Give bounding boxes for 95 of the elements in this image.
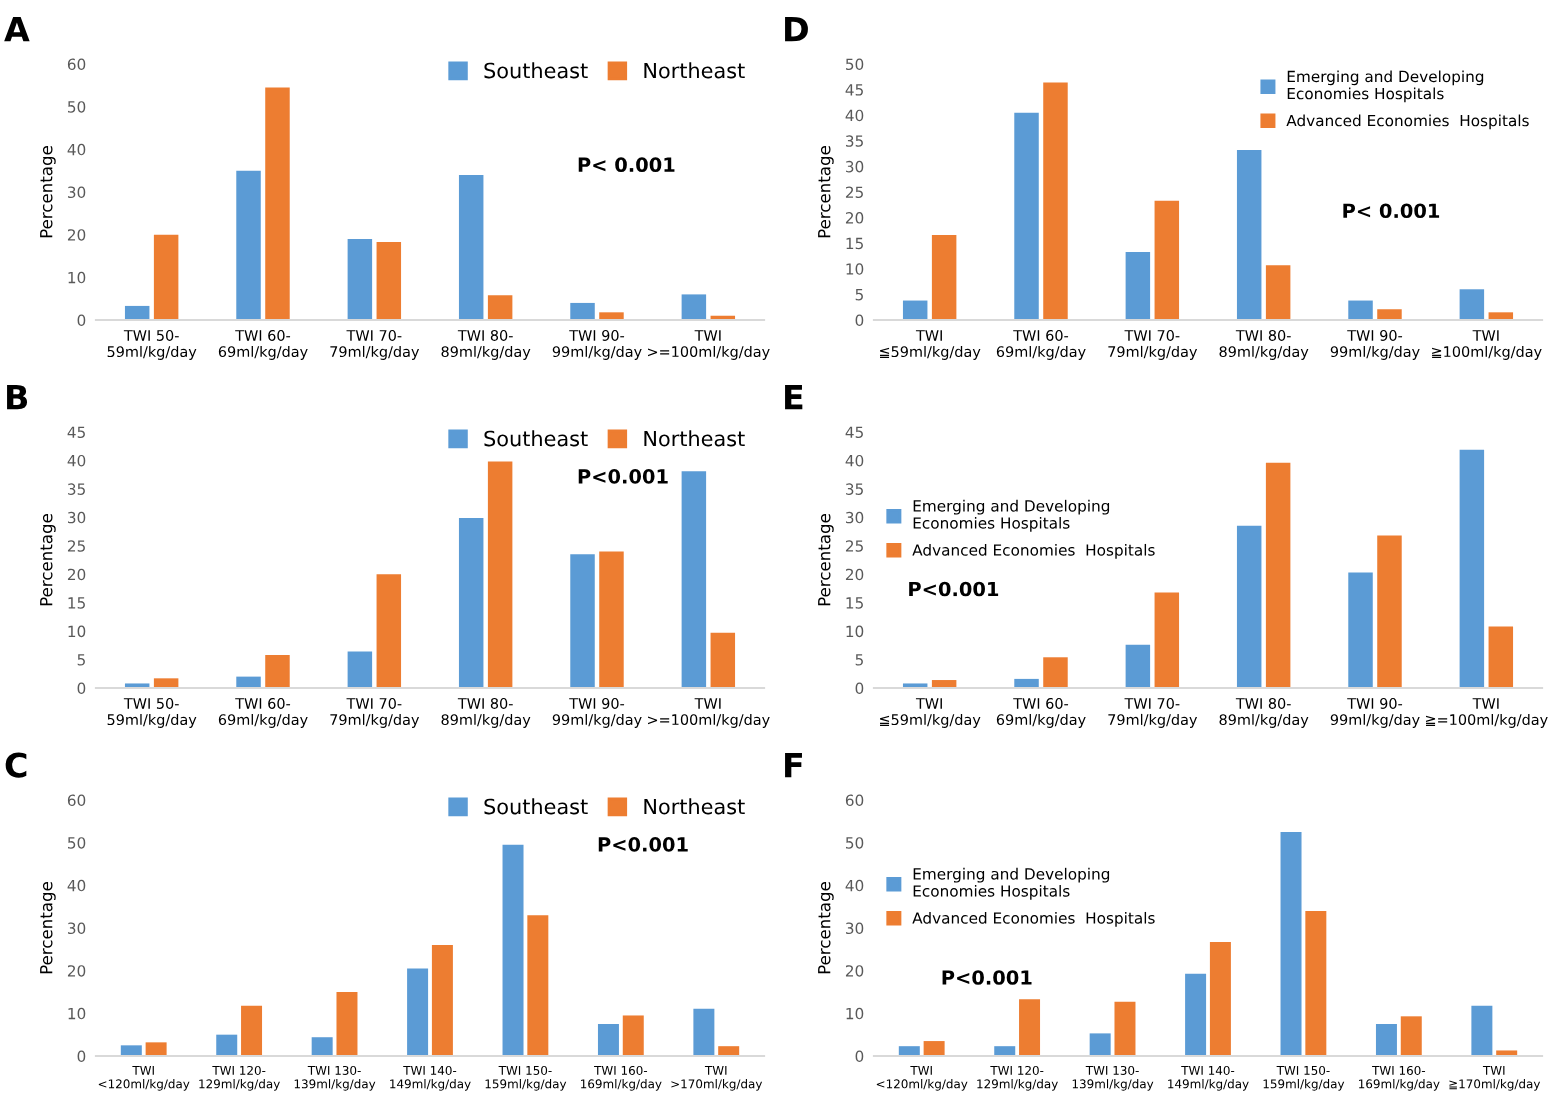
bar [681,471,707,688]
legend-label: Southeast [484,62,588,79]
y-axis-title: Percentage [818,146,834,238]
bar [1377,535,1402,688]
bar [1236,150,1262,320]
bar [1154,200,1180,320]
bar [1014,678,1039,688]
bar [236,170,261,320]
legend-label: Northeast [644,430,745,447]
bar [1280,832,1302,1056]
y-axis-title: Percentage [40,514,56,606]
bar [1377,309,1402,320]
bar [1185,973,1207,1056]
bar [336,992,358,1056]
annotation: P<0.001 [942,970,1032,985]
annotation: P<0.001 [578,469,668,484]
y-axis-title: Percentage [818,882,834,974]
bar [570,554,595,688]
bar [693,1008,715,1056]
bar [1496,1050,1518,1056]
bar [1043,657,1068,688]
bar [994,1046,1016,1056]
y-axis-title: Percentage [40,146,56,238]
y-axis-title: Percentage [818,514,834,606]
legend-label: Southeast [484,430,588,447]
bar [527,915,549,1056]
bar [902,300,928,320]
bar [347,238,373,320]
bar [1043,82,1068,320]
bar [153,234,179,320]
bar [710,632,736,688]
bar [120,1045,142,1056]
bar [241,1005,263,1056]
bar [570,302,595,320]
bar [597,1024,619,1056]
bar [1375,1024,1397,1056]
bar [1471,1005,1493,1056]
bar [487,461,513,688]
chart-title: B [7,384,28,410]
bar [1019,999,1041,1056]
chart-title: F [785,752,802,778]
bar [407,968,429,1056]
chart-title: E [785,384,803,410]
bar [1348,300,1373,320]
bar [265,655,290,688]
legend-label: Northeast [644,798,745,815]
bar [145,1042,167,1056]
bar [265,87,290,320]
bar [236,676,261,688]
bar [376,574,402,688]
bar [1348,572,1373,688]
bar [931,235,957,320]
bar [898,1046,920,1056]
bar [1488,626,1514,688]
bar [1459,449,1485,688]
bar [1114,1001,1136,1056]
bar [1400,1016,1422,1056]
bar [347,651,373,688]
bar [718,1046,740,1056]
bar [458,174,484,320]
bar [1236,525,1262,688]
bar [431,945,453,1056]
chart-title: A [4,16,30,42]
annotation: P< 0.001 [578,157,675,173]
bar [1014,112,1039,320]
bar [923,1041,945,1056]
bar [1209,942,1231,1056]
bar [681,294,707,320]
bar [599,312,624,320]
bar [487,295,513,320]
bar [1125,251,1151,320]
legend-label: Southeast [484,798,588,815]
legend-label: Northeast [644,62,745,79]
bar [1265,462,1291,688]
bar [1265,265,1291,320]
bar [599,551,624,688]
bar [153,678,179,688]
y-axis-title: Percentage [40,882,56,974]
annotation: P<0.001 [909,581,999,597]
bar [622,1015,644,1056]
bar [1459,289,1485,320]
bar [1305,910,1327,1056]
bar [1154,592,1180,688]
bar [311,1037,333,1056]
bar [124,305,150,320]
bar [1125,644,1151,688]
bar [458,517,484,688]
chart-title: D [785,16,808,42]
bar [376,241,402,320]
bar [1089,1033,1111,1056]
annotation: P< 0.001 [1343,203,1440,219]
annotation: P<0.001 [598,837,688,852]
bar [216,1034,238,1056]
chart-title: C [5,752,27,778]
bar [502,844,524,1056]
